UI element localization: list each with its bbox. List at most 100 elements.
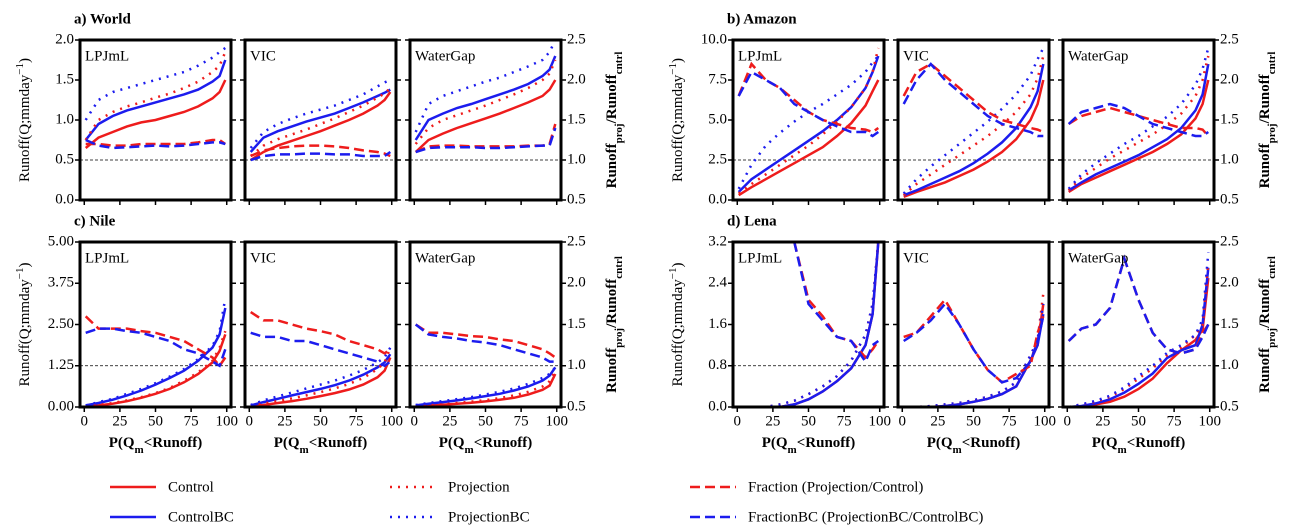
series-line bbox=[250, 144, 391, 158]
label-part: −1 bbox=[14, 268, 26, 280]
y2-tick-label: 2.0 bbox=[567, 71, 586, 87]
x-tick-label: 100 bbox=[545, 413, 568, 429]
label-part: /Runoff bbox=[1257, 73, 1273, 124]
panel-name: VIC bbox=[250, 48, 276, 64]
y2-tick-label: 2.0 bbox=[1220, 275, 1239, 291]
y2-label: Runoffproj/Runoffcntrl bbox=[1257, 52, 1277, 189]
x-label: P(Qm<Runoff) bbox=[439, 435, 533, 455]
series-line bbox=[414, 55, 557, 141]
series-line bbox=[902, 47, 1045, 195]
panel-frame bbox=[1061, 38, 1216, 202]
label-part: P(Q bbox=[109, 435, 135, 451]
y2-tick-label: 0.5 bbox=[567, 398, 586, 414]
label-part: Runoff(Q;mmday bbox=[670, 279, 686, 387]
series-line bbox=[85, 138, 227, 147]
y-tick-label: 0.00 bbox=[48, 398, 74, 414]
series-line bbox=[84, 315, 227, 368]
x-tick-label: 0 bbox=[81, 413, 89, 429]
y2-tick-label: 1.5 bbox=[567, 316, 586, 332]
label-part: cntrl bbox=[1266, 52, 1278, 75]
legend-label: Projection bbox=[448, 479, 510, 495]
x-tick-label: 100 bbox=[215, 413, 238, 429]
panel-frame bbox=[408, 38, 563, 202]
panel-name: WaterGap bbox=[415, 250, 475, 266]
x-label: P(Qm<Runoff) bbox=[762, 435, 856, 455]
label-part: /Runoff bbox=[604, 73, 620, 124]
label-part: <Runoff) bbox=[1127, 435, 1186, 451]
series-line bbox=[1068, 262, 1210, 407]
label-part: m bbox=[1118, 444, 1127, 456]
label-part: P(Q bbox=[927, 435, 953, 451]
series-line bbox=[903, 79, 1045, 198]
series-line bbox=[902, 62, 1044, 138]
y2-tick-label: 1.5 bbox=[1220, 316, 1239, 332]
series-line bbox=[793, 242, 880, 365]
series-line bbox=[250, 346, 392, 407]
series-line bbox=[85, 327, 227, 368]
x-tick-label: 0 bbox=[411, 413, 419, 429]
x-tick-label: 50 bbox=[966, 413, 981, 429]
series-line bbox=[249, 88, 391, 153]
panel-name: LPJmL bbox=[85, 250, 129, 266]
series-line bbox=[903, 297, 1045, 384]
legend-label: ProjectionBC bbox=[448, 509, 530, 525]
x-tick-label: 0 bbox=[1064, 413, 1072, 429]
x-tick-label: 50 bbox=[148, 413, 163, 429]
panel-name: LPJmL bbox=[738, 250, 782, 266]
label-part: <Runoff) bbox=[797, 435, 856, 451]
series-line bbox=[249, 78, 391, 149]
legend-label: Fraction (Projection/Control) bbox=[748, 479, 923, 495]
x-tick-label: 0 bbox=[246, 413, 254, 429]
series-line bbox=[1068, 267, 1210, 407]
series-line bbox=[903, 303, 1045, 407]
series-line bbox=[737, 55, 880, 190]
y2-tick-label: 2.5 bbox=[567, 31, 586, 47]
label-part: Runoff(Q;mmday bbox=[670, 74, 686, 182]
label-part: proj bbox=[1266, 328, 1278, 348]
y2-tick-label: 1.0 bbox=[1220, 357, 1239, 373]
y-tick-label: 1.6 bbox=[708, 316, 727, 332]
series-line bbox=[415, 370, 557, 407]
y2-tick-label: 2.0 bbox=[1220, 71, 1239, 87]
y-tick-label: 0.8 bbox=[708, 357, 727, 373]
label-part: Runoff(Q;mmday bbox=[17, 74, 33, 182]
y-tick-label: 5.00 bbox=[48, 233, 74, 249]
label-part: cntrl bbox=[613, 52, 625, 75]
series-line bbox=[1068, 252, 1210, 407]
x-tick-label: 100 bbox=[1198, 413, 1221, 429]
series-line bbox=[738, 79, 880, 197]
series-line bbox=[1068, 106, 1210, 137]
legend-label: FractionBC (ProjectionBC/ControlBC) bbox=[748, 509, 983, 525]
series-line bbox=[415, 127, 557, 154]
y2-tick-label: 0.5 bbox=[567, 191, 586, 207]
series-line bbox=[737, 61, 880, 134]
series-line bbox=[414, 79, 557, 153]
y-label: Runoff(Q;mmday−1) bbox=[667, 263, 687, 387]
series-line bbox=[903, 303, 1045, 407]
x-tick-label: 75 bbox=[837, 413, 852, 429]
label-part: ) bbox=[670, 263, 686, 268]
series-line bbox=[250, 353, 392, 407]
y2-label: Runoffproj/Runoffcntrl bbox=[1257, 256, 1277, 393]
panel-name: VIC bbox=[250, 250, 276, 266]
y-tick-label: 1.5 bbox=[55, 71, 74, 87]
x-tick-label: 0 bbox=[899, 413, 907, 429]
y-label: Runoff(Q;mmday−1) bbox=[14, 58, 34, 182]
x-label: P(Qm<Runoff) bbox=[109, 435, 203, 455]
y-tick-label: 0.5 bbox=[55, 151, 74, 167]
series-line bbox=[415, 366, 557, 407]
x-label: P(Qm<Runoff) bbox=[274, 435, 368, 455]
series-line bbox=[1067, 254, 1210, 355]
panel-group-title: c) Nile bbox=[74, 213, 116, 229]
label-part: m bbox=[465, 444, 474, 456]
y-tick-label: 1.25 bbox=[48, 357, 74, 373]
series-line bbox=[902, 62, 1044, 134]
series-line bbox=[737, 70, 880, 138]
y-tick-label: 1.0 bbox=[55, 111, 74, 127]
y-tick-label: 2.4 bbox=[708, 275, 727, 291]
series-line bbox=[85, 138, 226, 150]
label-part: <Runoff) bbox=[309, 435, 368, 451]
x-tick-label: 100 bbox=[868, 413, 891, 429]
series-line bbox=[737, 47, 880, 195]
